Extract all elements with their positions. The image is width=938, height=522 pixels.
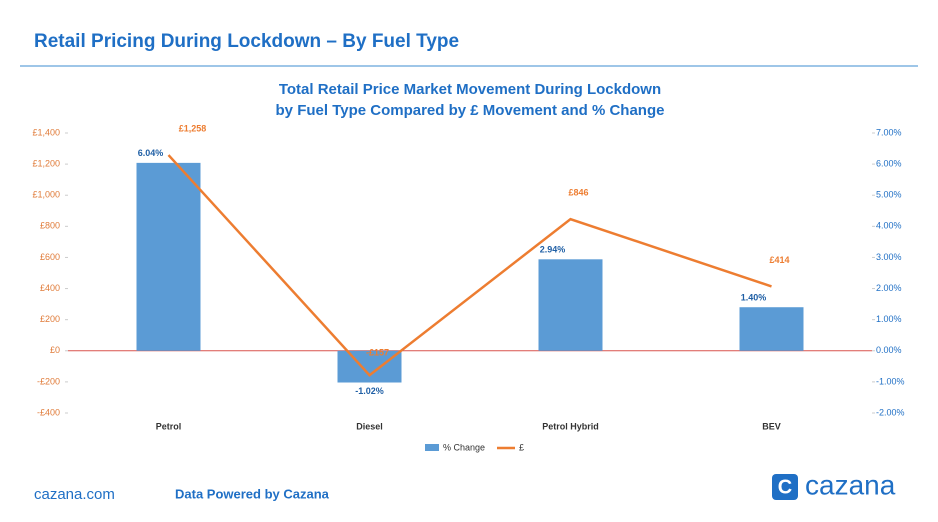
y2-tick-label: 3.00% bbox=[876, 252, 902, 262]
chart-title: Total Retail Price Market Movement Durin… bbox=[279, 81, 661, 98]
bar bbox=[739, 307, 804, 351]
x-tick-label: BEV bbox=[762, 421, 781, 431]
y-tick-label: £1,400 bbox=[32, 127, 60, 137]
y-tick-label: £600 bbox=[40, 252, 60, 262]
y2-tick-label: 7.00% bbox=[876, 127, 902, 137]
logo-icon-letter: C bbox=[778, 476, 792, 498]
logo-icon bbox=[772, 474, 798, 500]
y2-tick-label: 2.00% bbox=[876, 283, 902, 293]
bar-value-label: 1.40% bbox=[741, 293, 767, 303]
bar bbox=[136, 162, 201, 351]
y-tick-label: £0 bbox=[50, 345, 60, 355]
line-value-label: £414 bbox=[769, 255, 789, 265]
bar-value-label: 2.94% bbox=[540, 245, 566, 255]
line-value-label: £1,258 bbox=[179, 123, 207, 133]
y2-tick-label: -1.00% bbox=[876, 376, 905, 386]
line-value-label: -£157 bbox=[366, 348, 389, 358]
footer-credit: Data Powered by Cazana bbox=[175, 486, 330, 501]
bar-value-label: 6.04% bbox=[138, 148, 164, 158]
legend-swatch bbox=[425, 444, 439, 451]
bar bbox=[538, 259, 603, 351]
bar bbox=[337, 350, 402, 383]
bar-value-label: -1.02% bbox=[355, 386, 384, 396]
x-tick-label: Petrol Hybrid bbox=[542, 421, 599, 431]
line bbox=[167, 154, 772, 377]
y2-tick-label: 1.00% bbox=[876, 314, 902, 324]
y2-tick-label: 5.00% bbox=[876, 190, 902, 200]
y2-tick-label: 6.00% bbox=[876, 158, 902, 168]
y-tick-label: £1,200 bbox=[32, 158, 60, 168]
legend-label: % Change bbox=[443, 442, 485, 452]
y-tick-label: -£400 bbox=[37, 407, 60, 417]
y-tick-label: £200 bbox=[40, 314, 60, 324]
y2-tick-label: 4.00% bbox=[876, 221, 902, 231]
y2-tick-label: 0.00% bbox=[876, 345, 902, 355]
footer-site: cazana.com bbox=[34, 486, 115, 503]
x-tick-label: Petrol bbox=[156, 421, 182, 431]
page-title: Retail Pricing During Lockdown – By Fuel… bbox=[34, 31, 459, 52]
chart-title: by Fuel Type Compared by £ Movement and … bbox=[276, 102, 665, 119]
y-tick-label: -£200 bbox=[37, 376, 60, 386]
line-value-label: £846 bbox=[568, 188, 588, 198]
x-tick-label: Diesel bbox=[356, 421, 383, 431]
y2-tick-label: -2.00% bbox=[876, 407, 905, 417]
logo-text: cazana bbox=[805, 469, 896, 500]
y-tick-label: £400 bbox=[40, 283, 60, 293]
y-tick-label: £1,000 bbox=[32, 190, 60, 200]
legend-label: £ bbox=[519, 442, 524, 452]
logo: C cazana bbox=[772, 469, 896, 500]
y-tick-label: £800 bbox=[40, 221, 60, 231]
